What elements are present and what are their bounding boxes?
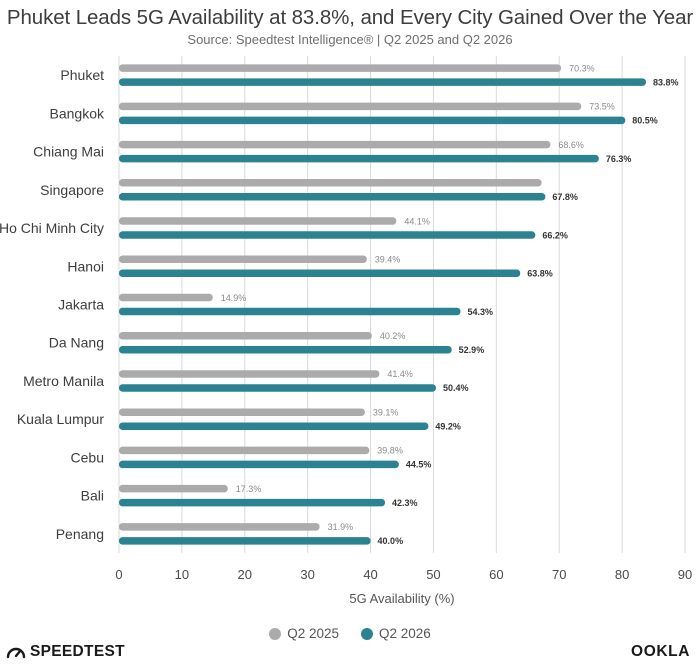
speedometer-icon (6, 647, 26, 659)
data-label-q2-2025: 70.3% (569, 63, 595, 73)
chart-legend: Q2 2025 Q2 2026 (0, 626, 700, 641)
legend-label-q2-2026: Q2 2026 (379, 626, 431, 641)
data-label-q2-2025: 40.2% (380, 331, 406, 341)
data-label-q2-2025: 44.1% (404, 216, 430, 226)
bar-q2-2025 (119, 255, 367, 264)
category-label: Penang (56, 526, 104, 542)
bar-q2-2025 (119, 484, 228, 493)
bar-q2-2026 (119, 498, 386, 507)
category-label: Bali (81, 488, 104, 504)
legend-item-q2-2025[interactable]: Q2 2025 (269, 626, 339, 641)
bar-q2-2026 (119, 345, 452, 354)
data-label-q2-2026: 76.3% (606, 154, 632, 164)
data-label-q2-2026: 63.8% (527, 269, 553, 279)
data-label-q2-2026: 54.3% (467, 307, 493, 317)
data-label-q2-2026: 49.2% (435, 421, 461, 431)
x-tick-label: 30 (300, 567, 314, 582)
x-tick-label: 10 (175, 567, 189, 582)
speedtest-logo: SPEEDTEST (6, 643, 125, 661)
category-label: Singapore (40, 182, 104, 198)
data-label-q2-2026: 44.5% (406, 460, 432, 470)
legend-swatch-q2-2025 (269, 627, 282, 640)
category-label: Jakarta (58, 297, 104, 313)
bar-q2-2026 (119, 154, 599, 163)
x-tick-label: 80 (615, 567, 629, 582)
data-label-q2-2025: 73.5% (589, 102, 615, 112)
data-label-q2-2025: 68.6% (558, 140, 584, 150)
bar-q2-2025 (119, 408, 365, 416)
bar-q2-2025 (119, 446, 370, 455)
x-tick-label: 50 (426, 567, 440, 582)
data-label-q2-2026: 50.4% (443, 383, 469, 393)
bar-q2-2025 (119, 140, 551, 149)
data-label-q2-2025: 14.9% (221, 293, 247, 303)
chart-plot-area: 0 10 20 30 40 50 60 70 80 90 5G Availability (%) Ph… (0, 56, 692, 606)
legend-swatch-q2-2026 (361, 627, 373, 640)
legend-item-q2-2026[interactable]: Q2 2026 (361, 626, 431, 641)
bar-q2-2026 (119, 422, 429, 430)
data-label-q2-2025: 31.9% (328, 522, 354, 532)
bar-q2-2026 (119, 231, 536, 239)
bar-q2-2025 (119, 293, 213, 302)
bar-q2-2025 (119, 331, 372, 340)
category-label: Bangkok (50, 105, 105, 121)
ookla-logo: OOKLA (631, 643, 690, 660)
category-label: Hanoi (67, 258, 104, 274)
data-label-q2-2025: 39.4% (375, 255, 401, 265)
x-tick-label: 20 (238, 567, 252, 582)
bar-q2-2025 (119, 179, 542, 187)
chart-title: Phuket Leads 5G Availability at 83.8%, a… (6, 6, 694, 29)
x-tick-label: 0 (115, 567, 122, 582)
bar-q2-2026 (119, 307, 461, 316)
data-label-q2-2026: 67.8% (552, 192, 578, 202)
category-label: Phuket (60, 67, 104, 83)
bar-q2-2025 (119, 217, 397, 225)
legend-label-q2-2025: Q2 2025 (287, 626, 339, 641)
data-label-q2-2025: 17.3% (236, 484, 262, 494)
bar-q2-2026 (119, 384, 436, 392)
category-label: Cebu (71, 449, 104, 465)
data-label-q2-2026: 52.9% (459, 345, 485, 355)
bar-q2-2026 (119, 193, 546, 201)
x-tick-label: 40 (363, 567, 377, 582)
data-label-q2-2026: 40.0% (378, 536, 404, 546)
bar-q2-2026 (119, 537, 371, 545)
bar-q2-2025 (119, 102, 582, 111)
bar-q2-2025 (119, 64, 562, 72)
bar-q2-2026 (119, 78, 647, 86)
x-axis-title: 5G Availability (%) (349, 591, 454, 606)
data-label-q2-2026: 80.5% (632, 116, 658, 126)
chart-subtitle: Source: Speedtest Intelligence® | Q2 202… (187, 32, 513, 47)
bar-q2-2026 (119, 269, 521, 278)
category-label: Ho Chi Minh City (0, 220, 104, 236)
data-label-q2-2025: 41.4% (387, 369, 413, 379)
category-label: Da Nang (49, 335, 104, 351)
data-label-q2-2025: 39.8% (377, 446, 403, 456)
x-tick-label: 90 (678, 567, 692, 582)
data-label-q2-2025: 39.1% (373, 407, 399, 417)
x-tick-label: 60 (489, 567, 503, 582)
bar-q2-2025 (119, 370, 380, 378)
x-tick-label: 70 (552, 567, 566, 582)
bar-q2-2025 (119, 523, 320, 531)
category-label: Chiang Mai (33, 144, 104, 160)
bar-q2-2026 (119, 460, 399, 469)
category-label: Kuala Lumpur (17, 411, 105, 427)
speedtest-wordmark: SPEEDTEST (30, 643, 125, 660)
bar-q2-2026 (119, 116, 626, 125)
data-label-q2-2026: 42.3% (392, 498, 418, 508)
data-label-q2-2026: 83.8% (653, 77, 679, 87)
category-label: Metro Manila (23, 373, 104, 389)
data-label-q2-2026: 66.2% (542, 230, 568, 240)
